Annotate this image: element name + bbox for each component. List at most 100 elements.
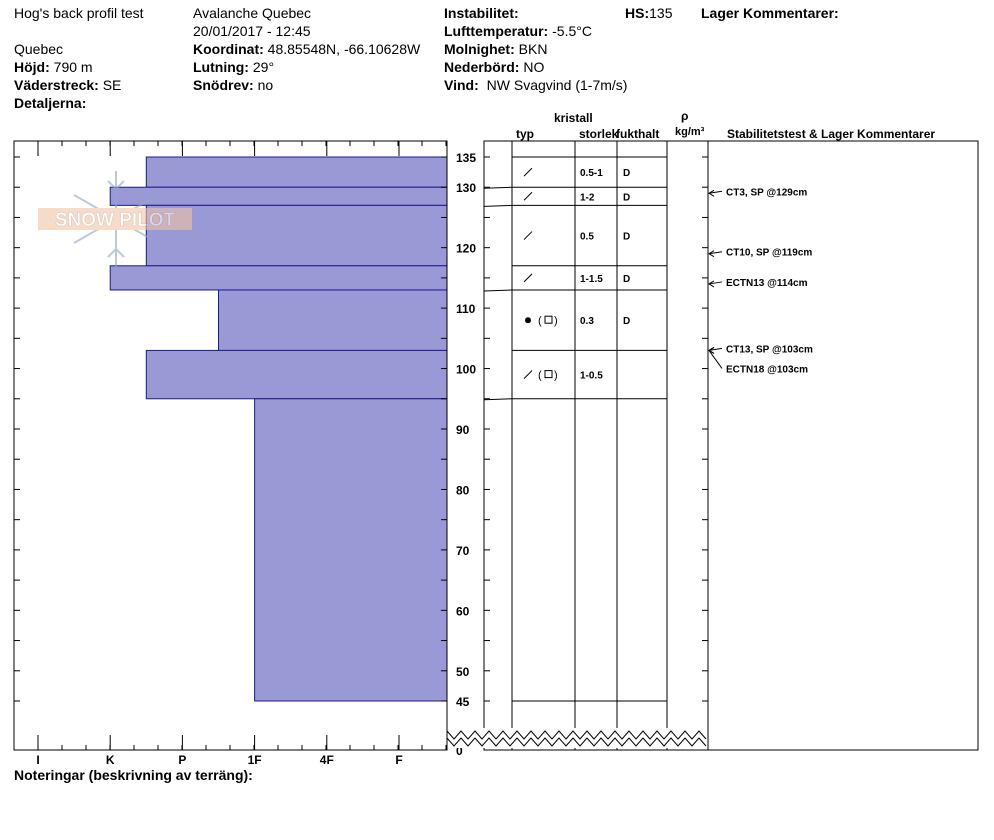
height-tick-label: 135 xyxy=(456,151,476,165)
layer-connector xyxy=(483,186,513,189)
stability-test-label: CT13, SP @103cm xyxy=(726,344,813,355)
col-type: typ xyxy=(516,127,534,141)
break-zigzag xyxy=(446,728,707,748)
grain-size-value: 0.5-1 xyxy=(580,168,603,179)
sky-value: BKN xyxy=(518,41,548,57)
details-label: Detaljerna: xyxy=(14,95,87,111)
logo-text: SNOW PILOT xyxy=(55,210,176,231)
height-tick-label: 90 xyxy=(456,423,470,437)
secondary-paren-close: ) xyxy=(554,370,558,382)
moisture-value: D xyxy=(623,316,630,327)
hs-value: 135 xyxy=(649,5,673,21)
height-tick-label: 50 xyxy=(456,665,470,679)
wind-loading-label: Snödrev: xyxy=(193,77,254,93)
slope-value: 29° xyxy=(252,59,275,75)
layer-connector xyxy=(483,398,513,401)
air-temp-label: Lufttemperatur: xyxy=(444,23,549,39)
hardness-tick-label: 1F xyxy=(248,753,262,767)
height-tick-label: 0 xyxy=(456,744,463,758)
col-stability: Stabilitetstest & Lager Kommentarer xyxy=(727,127,936,141)
grain-size-value: 0.3 xyxy=(580,316,594,327)
sky-row: Molnighet: BKN xyxy=(444,41,547,57)
moisture-value: D xyxy=(623,232,630,243)
snowpilot-logo: SNOW PILOT xyxy=(38,171,192,267)
precip-label: Nederbörd: xyxy=(444,59,520,75)
layer-table-frame xyxy=(483,140,979,751)
height-tick-label: 100 xyxy=(456,363,476,377)
coord-value: 48.85548N, -66.10628W xyxy=(267,41,421,57)
coord-label: Koordinat: xyxy=(193,41,264,57)
wind-loading-value: no xyxy=(257,77,274,93)
grain-size-value: 0.5 xyxy=(580,232,594,243)
stability-test-label: ECTN13 @114cm xyxy=(726,278,808,289)
test-arrow xyxy=(708,190,723,194)
hardness-tick-label: P xyxy=(178,753,186,767)
test-arrow xyxy=(708,347,723,351)
stability-test-label: CT10, SP @119cm xyxy=(726,248,812,259)
precip-value: NO xyxy=(523,59,545,75)
test-arrow xyxy=(708,251,723,255)
hardness-bar xyxy=(145,156,448,188)
elevation-value: 790 m xyxy=(53,59,93,75)
arrow-head-icon xyxy=(708,250,715,258)
hs-label: HS: xyxy=(625,5,650,21)
col-size: storlek xyxy=(579,127,619,141)
height-tick-label: 120 xyxy=(456,242,476,256)
height-tick-label: 60 xyxy=(456,604,470,618)
moisture-value: D xyxy=(623,192,630,203)
hardness-bar xyxy=(145,349,448,400)
hardness-tick-label: K xyxy=(106,753,115,767)
grain-slash-icon xyxy=(523,273,533,283)
height-tick-label: 110 xyxy=(456,302,476,316)
hs-row: HS:135 xyxy=(625,5,672,21)
notes-label: Noteringar (beskrivning av terräng): xyxy=(14,767,253,783)
slope-row: Lutning: 29° xyxy=(193,59,274,75)
wind-label: Vind: xyxy=(444,77,479,93)
moisture-value: D xyxy=(623,168,630,179)
col-moisture: fukthalt xyxy=(616,127,660,141)
precip-row: Nederbörd: NO xyxy=(444,59,544,75)
elevation-row: Höjd: 790 m xyxy=(14,59,93,75)
aspect-value: SE xyxy=(102,77,122,93)
height-tick-label: 70 xyxy=(456,544,470,558)
hardness-bar xyxy=(254,398,448,702)
col-crystal: kristall xyxy=(554,111,593,125)
aspect-label: Väderstreck: xyxy=(14,77,99,93)
hardness-tick-label: I xyxy=(36,753,39,767)
grain-size-value: 1-0.5 xyxy=(580,371,603,382)
layer-connector xyxy=(483,204,513,207)
hardness-bar xyxy=(109,265,448,291)
arrow-head-icon xyxy=(708,346,715,354)
wind-value: NW Svagvind (1-7m/s) xyxy=(486,77,628,93)
hardness-tick-label: F xyxy=(395,753,402,767)
aspect-row: Väderstreck: SE xyxy=(14,77,121,93)
grain-slash-icon xyxy=(523,167,533,177)
layer-rows: 0.5-1 D 1-2 D 0.5 D 1-1.5 D () 0.3 D () 1-0.5 xyxy=(483,156,667,702)
layer-connector xyxy=(483,289,513,292)
stability-tests: CT3, SP @129cm CT10, SP @119cm ECTN13 @114… xyxy=(708,187,813,375)
air-temp-value: -5.5°C xyxy=(552,23,592,39)
hardness-bar xyxy=(218,289,448,351)
location: Quebec xyxy=(14,41,64,57)
slope-label: Lutning: xyxy=(193,59,249,75)
height-ticks: 135 130 120 110 100 90 80 70 60 50 45 0 xyxy=(14,151,708,758)
break-mask xyxy=(448,728,707,748)
instability-label: Instabilitet: xyxy=(444,5,519,21)
test-arrow xyxy=(708,281,723,285)
grain-square-icon xyxy=(544,315,553,324)
wind-loading-row: Snödrev: no xyxy=(193,77,273,93)
grain-square-icon xyxy=(544,370,553,379)
col-density-unit: kg/m³ xyxy=(675,126,705,138)
moisture-value: D xyxy=(623,274,630,285)
test-arrow xyxy=(708,350,723,369)
hardness-bars xyxy=(109,156,448,702)
grain-size-value: 1-2 xyxy=(580,192,595,203)
zigzag-line xyxy=(446,737,707,747)
height-tick-label: 130 xyxy=(456,181,476,195)
height-tick-label: 80 xyxy=(456,483,470,497)
grain-round-icon xyxy=(525,317,531,324)
elevation-label: Höjd: xyxy=(14,59,50,75)
secondary-paren-close: ) xyxy=(554,315,558,327)
grain-size-value: 1-1.5 xyxy=(580,274,603,285)
